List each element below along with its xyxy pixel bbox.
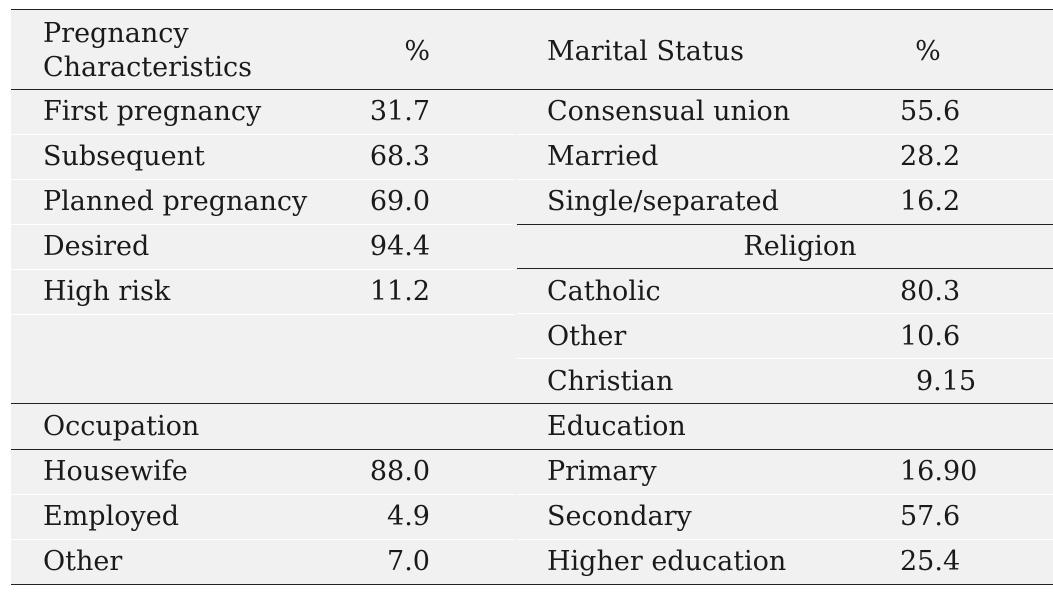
bottom-rule [11, 584, 1053, 585]
row-separator [11, 224, 515, 225]
header-pregnancy: Pregnancy [43, 18, 189, 49]
marital-label: Single/separated [547, 186, 779, 217]
education-value: 57.6 [900, 501, 961, 532]
religion-value: 9.15 [916, 366, 977, 397]
occupation-label: Housewife [43, 456, 188, 487]
religion-rule-top [517, 224, 1053, 225]
religion-value: 10.6 [900, 321, 961, 352]
row-separator [517, 358, 1053, 359]
row-separator [517, 539, 1053, 540]
top-rule [11, 9, 1053, 10]
row-separator [11, 539, 515, 540]
occupation-value: 88.0 [369, 456, 430, 487]
occupation-value: 4.9 [387, 501, 430, 532]
subheader-rule [11, 449, 1053, 450]
religion-label: Christian [547, 366, 674, 397]
header-pct-right: % [915, 36, 941, 67]
header-marital-status: Marital Status [547, 36, 744, 67]
education-title: Education [547, 411, 686, 442]
religion-title: Religion [743, 231, 857, 262]
marital-value: 28.2 [900, 141, 961, 172]
pregnancy-value: 68.3 [369, 141, 430, 172]
education-value: 25.4 [900, 546, 961, 577]
marital-label: Married [547, 141, 659, 172]
pregnancy-label: High risk [43, 276, 171, 307]
pregnancy-value: 11.2 [369, 276, 430, 307]
table-background [11, 10, 1053, 584]
row-separator [517, 179, 1053, 180]
religion-label: Other [547, 321, 627, 352]
pregnancy-value: 94.4 [369, 231, 430, 262]
marital-value: 16.2 [900, 186, 961, 217]
row-separator [11, 179, 515, 180]
row-separator [517, 134, 1053, 135]
pregnancy-value: 31.7 [369, 96, 430, 127]
occupation-value: 7.0 [387, 546, 430, 577]
occupation-title: Occupation [43, 411, 200, 442]
row-separator [517, 494, 1053, 495]
education-label: Primary [547, 456, 657, 487]
pregnancy-label: Desired [43, 231, 150, 262]
row-separator [11, 494, 515, 495]
section-rule [11, 403, 1053, 404]
header-pct-left: % [404, 36, 430, 67]
education-label: Secondary [547, 501, 692, 532]
education-value: 16.90 [900, 456, 978, 487]
pregnancy-label: First pregnancy [43, 96, 262, 127]
pregnancy-label: Planned pregnancy [43, 186, 308, 217]
row-separator [517, 313, 1053, 314]
education-label: Higher education [547, 546, 787, 577]
marital-label: Consensual union [547, 96, 791, 127]
row-separator [11, 134, 515, 135]
occupation-label: Employed [43, 501, 180, 532]
row-separator [11, 269, 515, 270]
religion-label: Catholic [547, 276, 661, 307]
religion-rule-bottom [517, 268, 1053, 269]
occupation-label: Other [43, 546, 123, 577]
row-separator [11, 314, 515, 315]
header-characteristics: Characteristics [43, 52, 252, 83]
header-rule [11, 89, 1053, 90]
pregnancy-value: 69.0 [369, 186, 430, 217]
pregnancy-label: Subsequent [43, 141, 205, 172]
religion-value: 80.3 [900, 276, 961, 307]
marital-value: 55.6 [900, 96, 961, 127]
